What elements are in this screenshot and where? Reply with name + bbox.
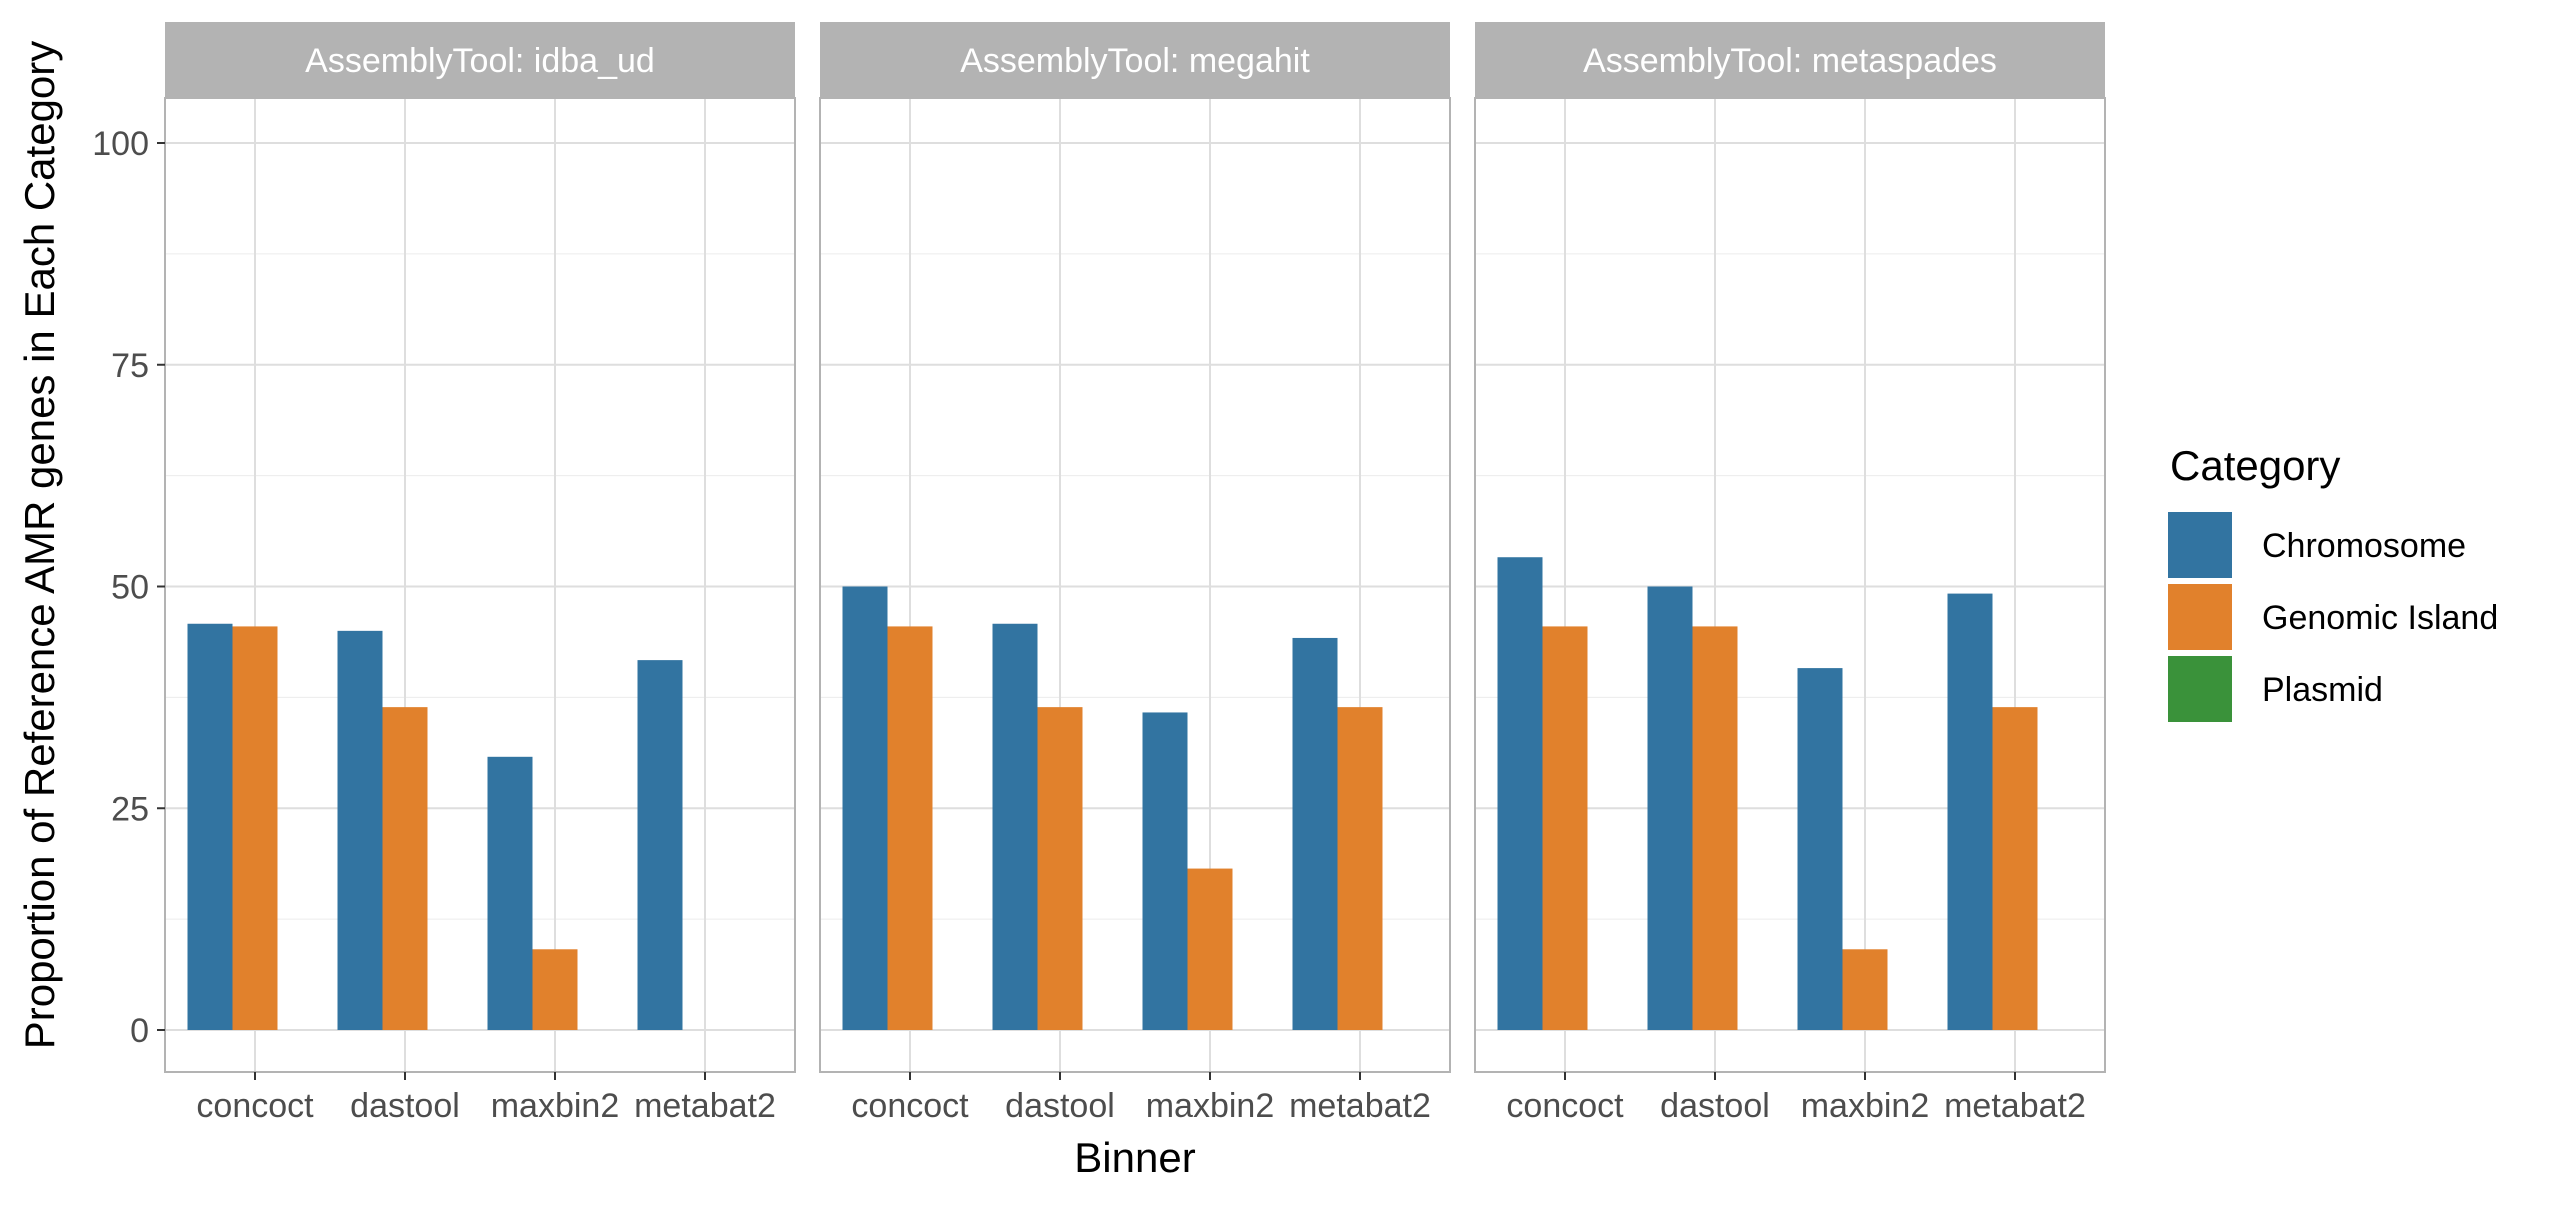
bar-metaspades-maxbin2-chromosome — [1797, 668, 1843, 1030]
x-tick-label: maxbin2 — [1801, 1087, 1930, 1125]
bar-idba_ud-maxbin2-genomic-island — [532, 949, 578, 1030]
facet-panel-metaspades: AssemblyTool: metaspades concoct dastool ma… — [1474, 22, 2106, 1125]
x-tick-label: concoct — [1506, 1087, 1624, 1125]
y-tick-label: 50 — [111, 569, 149, 607]
bar-metaspades-dastool-chromosome — [1647, 586, 1693, 1030]
x-tick-label: metabat2 — [1289, 1087, 1431, 1125]
x-tick-label: maxbin2 — [1146, 1087, 1275, 1125]
facet-panel-megahit: AssemblyTool: megahit concoct dastool maxbi… — [819, 22, 1451, 1125]
bar-idba_ud-concoct-genomic-island — [232, 626, 278, 1030]
facet-strip-label: AssemblyTool: megahit — [960, 42, 1310, 80]
x-axis-title: Binner — [1074, 1134, 1195, 1181]
y-tick-label: 25 — [111, 790, 149, 828]
y-axis-title: Proportion of Reference AMR genes in Eac… — [16, 41, 63, 1050]
legend-key-plasmid — [2168, 656, 2232, 722]
facet-strip — [820, 22, 1450, 98]
x-tick-label: metabat2 — [634, 1087, 776, 1125]
bar-idba_ud-dastool-chromosome — [337, 630, 383, 1030]
bar-metaspades-metabat2-genomic-island — [1992, 707, 2038, 1030]
bar-metaspades-dastool-genomic-island — [1692, 626, 1738, 1030]
x-tick-label: concoct — [196, 1087, 314, 1125]
bar-metaspades-concoct-chromosome — [1497, 557, 1543, 1030]
x-tick-label: dastool — [1660, 1087, 1770, 1125]
legend-label: Chromosome — [2262, 527, 2466, 565]
bar-megahit-dastool-genomic-island — [1037, 707, 1083, 1030]
legend-title: Category — [2170, 442, 2340, 489]
bar-metaspades-concoct-genomic-island — [1542, 626, 1588, 1030]
bar-idba_ud-concoct-chromosome — [187, 623, 233, 1030]
bar-megahit-maxbin2-genomic-island — [1187, 868, 1233, 1030]
bar-idba_ud-dastool-genomic-island — [382, 707, 428, 1030]
legend-label: Plasmid — [2262, 671, 2383, 709]
bar-metaspades-maxbin2-genomic-island — [1842, 949, 1888, 1030]
facet-strip-label: AssemblyTool: metaspades — [1583, 42, 1997, 80]
legend-key-chromosome — [2168, 512, 2232, 578]
bar-idba_ud-maxbin2-chromosome — [487, 756, 533, 1030]
facet-strip-label: AssemblyTool: idba_ud — [305, 42, 655, 80]
x-tick-label: dastool — [350, 1087, 460, 1125]
bar-megahit-concoct-chromosome — [842, 586, 888, 1030]
x-tick-label: dastool — [1005, 1087, 1115, 1125]
bar-megahit-metabat2-chromosome — [1292, 637, 1338, 1030]
bar-megahit-maxbin2-chromosome — [1142, 712, 1188, 1030]
bar-metaspades-metabat2-chromosome — [1947, 593, 1993, 1030]
y-tick-label: 75 — [111, 347, 149, 385]
bar-megahit-metabat2-genomic-island — [1337, 707, 1383, 1030]
y-tick-label: 0 — [130, 1012, 149, 1050]
legend-key-genomic-island — [2168, 584, 2232, 650]
facet-strip — [165, 22, 795, 98]
x-tick-label: concoct — [851, 1087, 969, 1125]
y-tick-label: 100 — [92, 125, 149, 163]
bar-idba_ud-metabat2-chromosome — [637, 660, 683, 1030]
facet-strip — [1475, 22, 2105, 98]
bar-megahit-dastool-chromosome — [992, 623, 1038, 1030]
x-tick-label: maxbin2 — [491, 1087, 620, 1125]
x-tick-label: metabat2 — [1944, 1087, 2086, 1125]
legend-label: Genomic Island — [2262, 599, 2498, 637]
bar-megahit-concoct-genomic-island — [887, 626, 933, 1030]
legend: Category Chromosome Genomic Island Plasmid — [2168, 442, 2498, 722]
